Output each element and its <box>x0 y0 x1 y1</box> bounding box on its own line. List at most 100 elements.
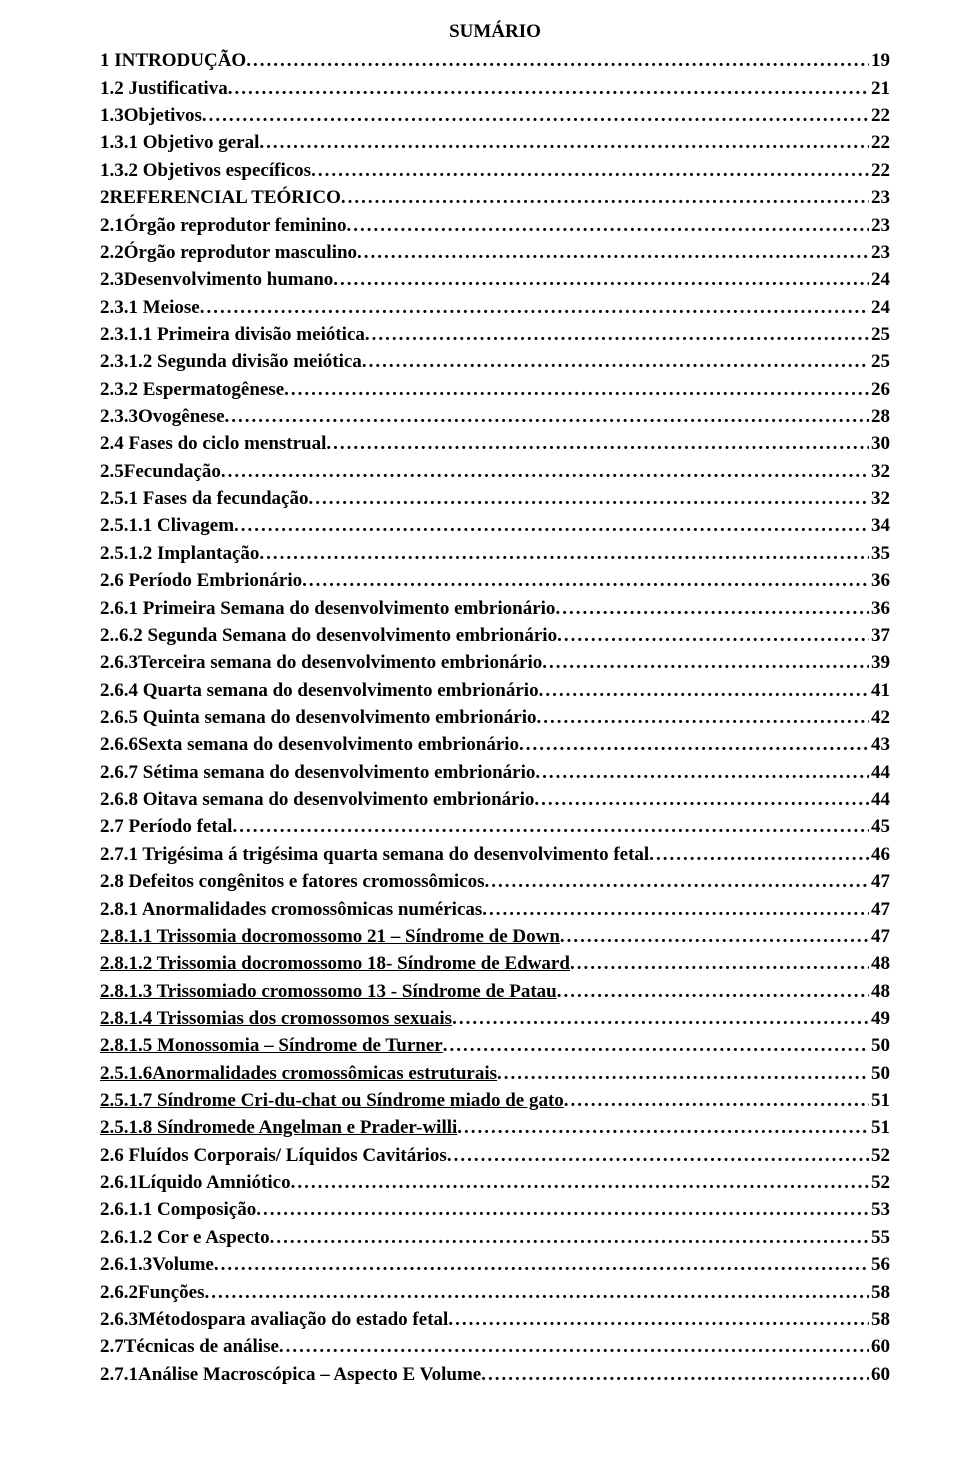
toc-entry-page: 36 <box>869 595 890 622</box>
toc-entry: 2.3.3Ovogênese28 <box>100 403 890 430</box>
toc-leader-dots <box>485 868 870 895</box>
toc-leader-dots <box>539 677 869 704</box>
toc-entry-page: 52 <box>869 1142 890 1169</box>
toc-entry-page: 30 <box>869 430 890 457</box>
toc-leader-dots <box>557 978 869 1005</box>
toc-entry-page: 24 <box>869 266 890 293</box>
toc-entry: 2.1Órgão reprodutor feminino23 <box>100 212 890 239</box>
toc-leader-dots <box>228 75 869 102</box>
toc-entry-page: 52 <box>869 1169 890 1196</box>
toc-leader-dots <box>357 239 869 266</box>
toc-entry: 2.6.7 Sétima semana do desenvolvimento e… <box>100 759 890 786</box>
toc-entry: 2.3.1.2 Segunda divisão meiótica 25 <box>100 348 890 375</box>
toc-entry: 2.5.1.7 Síndrome Cri-du-chat ou Síndrome… <box>100 1087 890 1114</box>
toc-entry: 2.6.3Métodospara avaliação do estado fet… <box>100 1306 890 1333</box>
toc-entry: 2.3.1.1 Primeira divisão meiótica25 <box>100 321 890 348</box>
toc-leader-dots <box>259 129 869 156</box>
toc-entry-page: 22 <box>869 129 890 156</box>
toc-entry-label: 2.6.3Métodospara avaliação do estado fet… <box>100 1306 448 1333</box>
toc-leader-dots <box>519 731 869 758</box>
toc-entry: 2REFERENCIAL TEÓRICO23 <box>100 184 890 211</box>
toc-entry-page: 32 <box>869 485 890 512</box>
toc-entry-label: 2.6.1.1 Composição <box>100 1196 256 1223</box>
toc-entry: 2.5.1.8 Síndromede Angelman e Prader-wil… <box>100 1114 890 1141</box>
toc-leader-dots <box>362 348 869 375</box>
toc-leader-dots <box>555 595 869 622</box>
toc-leader-dots <box>570 950 869 977</box>
toc-entry-page: 50 <box>869 1060 890 1087</box>
toc-entry-page: 22 <box>869 157 890 184</box>
toc-entry-page: 46 <box>869 841 890 868</box>
toc-leader-dots <box>205 1279 870 1306</box>
toc-leader-dots <box>443 1032 869 1059</box>
toc-entry: 2.3.2 Espermatogênese26 <box>100 376 890 403</box>
toc-entry-label: 2.3Desenvolvimento humano <box>100 266 333 293</box>
toc-entry-label: 2.3.1.2 Segunda divisão meiótica <box>100 348 362 375</box>
toc-entry-label: 2.7.1 Trigésima á trigésima quarta seman… <box>100 841 649 868</box>
toc-leader-dots <box>311 157 869 184</box>
toc-entry-label: 2.6.6Sexta semana do desenvolvimento emb… <box>100 731 519 758</box>
toc-entry-page: 45 <box>869 813 890 840</box>
toc-entry-label: 2.6.8 Oitava semana do desenvolvimento e… <box>100 786 534 813</box>
toc-entry-label: 2.6.1.3Volume <box>100 1251 214 1278</box>
toc-entry-label: 2.8.1.4 Trissomias dos cromossomos sexua… <box>100 1005 452 1032</box>
toc-entry-label: 2.5.1.1 Clivagem <box>100 512 234 539</box>
toc-entry: 2.5.1.6Anormalidades cromossômicas estru… <box>100 1060 890 1087</box>
toc-leader-dots <box>291 1169 869 1196</box>
toc-leader-dots <box>481 1361 869 1388</box>
toc-entry: 1.2 Justificativa21 <box>100 75 890 102</box>
toc-entry: 2.6.5 Quinta semana do desenvolvimento e… <box>100 704 890 731</box>
toc-entry-page: 42 <box>869 704 890 731</box>
toc-entry-page: 39 <box>869 649 890 676</box>
toc-entry-page: 58 <box>869 1306 890 1333</box>
toc-leader-dots <box>284 376 869 403</box>
toc-entry-page: 60 <box>869 1361 890 1388</box>
toc-leader-dots <box>200 294 869 321</box>
toc-entry-label: 2.6.2Funções <box>100 1279 205 1306</box>
toc-entry: 1 INTRODUÇÃO19 <box>100 47 890 74</box>
toc-entry: 2.7.1Análise Macroscópica – Aspecto E Vo… <box>100 1361 890 1388</box>
toc-leader-dots <box>308 485 869 512</box>
toc-entry-label: 2.5.1.6Anormalidades cromossômicas estru… <box>100 1060 497 1087</box>
toc-entry: 2.7.1 Trigésima á trigésima quarta seman… <box>100 841 890 868</box>
toc-entry: 2.5.1.1 Clivagem34 <box>100 512 890 539</box>
toc-entry-label: 2.6.1Líquido Amniótico <box>100 1169 291 1196</box>
toc-entry-label: 2.5.1.2 Implantação <box>100 540 259 567</box>
toc-leader-dots <box>649 841 869 868</box>
toc-leader-dots <box>497 1060 869 1087</box>
toc-entry-label: 1.3.1 Objetivo geral <box>100 129 259 156</box>
toc-entry: 2..6.2 Segunda Semana do desenvolvimento… <box>100 622 890 649</box>
toc-entry-page: 47 <box>869 868 890 895</box>
toc-entry: 2.3Desenvolvimento humano 24 <box>100 266 890 293</box>
toc-leader-dots <box>346 212 869 239</box>
toc-leader-dots <box>232 813 869 840</box>
toc-entry-page: 23 <box>869 212 890 239</box>
table-of-contents: 1 INTRODUÇÃO191.2 Justificativa211.3Obje… <box>100 47 890 1388</box>
toc-entry-label: 2.3.1 Meiose <box>100 294 200 321</box>
toc-entry: 2.6.1.3Volume 56 <box>100 1251 890 1278</box>
toc-entry: 2.6.1.2 Cor e Aspecto55 <box>100 1224 890 1251</box>
toc-entry-page: 25 <box>869 348 890 375</box>
toc-entry: 2.8 Defeitos congênitos e fatores cromos… <box>100 868 890 895</box>
toc-entry: 2.6.8 Oitava semana do desenvolvimento e… <box>100 786 890 813</box>
toc-entry: 2.2Órgão reprodutor masculino23 <box>100 239 890 266</box>
toc-entry: 2.8.1.3 Trissomiado cromossomo 13 - Sínd… <box>100 978 890 1005</box>
toc-entry-label: 2.6 Fluídos Corporais/ Líquidos Cavitári… <box>100 1142 447 1169</box>
toc-entry-label: 2.6.5 Quinta semana do desenvolvimento e… <box>100 704 536 731</box>
toc-entry-page: 48 <box>869 950 890 977</box>
toc-entry-page: 41 <box>869 677 890 704</box>
toc-entry-page: 28 <box>869 403 890 430</box>
toc-entry-page: 58 <box>869 1279 890 1306</box>
toc-entry-page: 36 <box>869 567 890 594</box>
toc-entry-page: 56 <box>869 1251 890 1278</box>
toc-entry-label: 1.3Objetivos <box>100 102 202 129</box>
toc-entry-label: 2..6.2 Segunda Semana do desenvolvimento… <box>100 622 557 649</box>
toc-entry-label: 1 INTRODUÇÃO <box>100 47 246 74</box>
toc-entry: 2.6 Período Embrionário36 <box>100 567 890 594</box>
toc-entry: 2.5Fecundação32 <box>100 458 890 485</box>
document-page: SUMÁRIO 1 INTRODUÇÃO191.2 Justificativa2… <box>0 0 960 1474</box>
toc-leader-dots <box>279 1333 869 1360</box>
toc-leader-dots <box>557 622 869 649</box>
toc-leader-dots <box>302 567 869 594</box>
toc-entry-label: 2.6.7 Sétima semana do desenvolvimento e… <box>100 759 535 786</box>
